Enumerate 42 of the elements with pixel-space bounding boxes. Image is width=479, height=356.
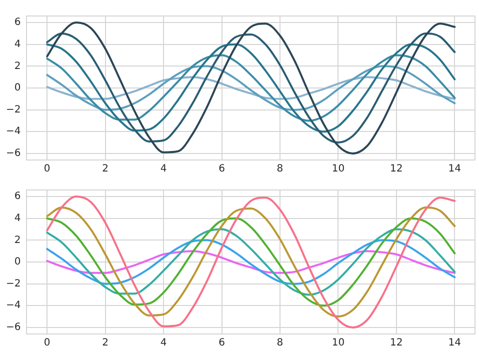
y-tick-label: −6: [6, 148, 21, 160]
line-series: [46, 228, 456, 296]
x-tick-label: 8: [276, 164, 284, 175]
x-tick-label: 4: [160, 164, 167, 175]
y-tick-label: −4: [6, 300, 21, 312]
line-series: [46, 65, 456, 111]
y-tick-label: −2: [6, 278, 21, 290]
y-tick-label: 0: [14, 82, 21, 94]
x-tick-label: 10: [332, 338, 345, 349]
x-tick-label: 0: [44, 164, 50, 175]
line-series: [46, 43, 456, 133]
line-series: [46, 22, 456, 154]
x-tick-label: 14: [448, 164, 461, 175]
y-tick-label: 0: [14, 256, 21, 268]
x-tick-label: 14: [448, 338, 461, 349]
line-series: [46, 76, 456, 100]
x-tick-label: 10: [332, 164, 345, 175]
y-tick-label: 2: [14, 234, 21, 246]
x-tick-label: 12: [390, 164, 403, 175]
y-tick-label: 2: [14, 60, 21, 72]
line-series: [46, 54, 456, 122]
y-tick-label: 6: [14, 17, 21, 28]
x-tick-label: 2: [102, 338, 109, 349]
y-tick-label: −6: [6, 322, 21, 334]
x-tick-label: 6: [218, 338, 225, 349]
line-series: [46, 196, 456, 328]
line-series: [46, 250, 456, 274]
y-tick-label: 4: [14, 212, 21, 224]
x-tick-label: 12: [390, 338, 403, 349]
x-tick-label: 0: [44, 338, 50, 349]
x-tick-label: 6: [218, 164, 225, 175]
x-tick-label: 4: [160, 338, 167, 349]
line-series: [46, 206, 456, 318]
x-tick-label: 2: [102, 164, 109, 175]
line-series: [46, 239, 456, 285]
y-tick-label: −4: [6, 126, 21, 138]
y-tick-label: 6: [14, 191, 21, 202]
y-tick-label: 4: [14, 38, 21, 50]
line-series: [46, 217, 456, 307]
y-tick-label: −2: [6, 104, 21, 116]
line-series: [46, 32, 456, 144]
x-tick-label: 8: [276, 338, 284, 349]
